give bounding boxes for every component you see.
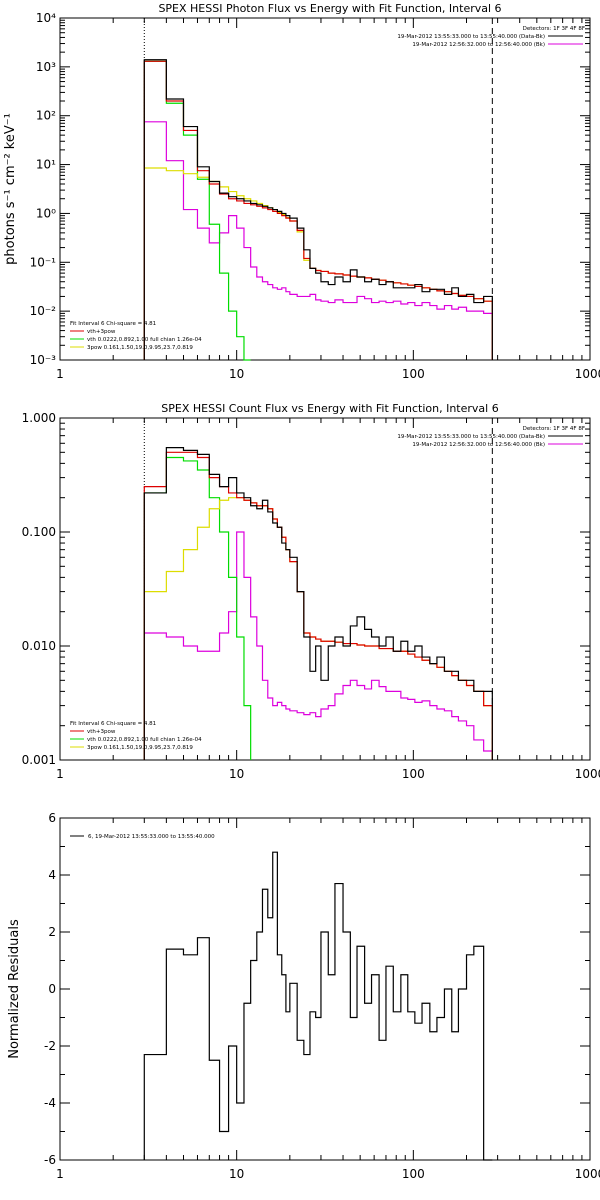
y-tick-label: 0.010 bbox=[22, 639, 56, 653]
panel-2-legend-bottom-left: Fit Interval 6 Chi-square = 4.81 vth+3po… bbox=[70, 721, 202, 751]
panel-1-legend-bottom-left: Fit Interval 6 Chi-square = 4.81 vth+3po… bbox=[70, 321, 202, 351]
series-data bbox=[143, 59, 493, 360]
x-tick-label: 10 bbox=[229, 1167, 244, 1181]
y-tick-label: 10⁻³ bbox=[30, 353, 57, 367]
panel-3-legend-text: 6, 19-Mar-2012 13:55:33.000 to 13:55:40.… bbox=[88, 834, 215, 840]
panel-2-legend-data-bk: 19-Mar-2012 13:55:33.000 to 13:55:40.000… bbox=[397, 434, 545, 440]
x-tick-label: 10 bbox=[229, 767, 244, 781]
y-tick-label: 10¹ bbox=[36, 158, 56, 172]
panel-3-y-axis-label: Normalized Residuals bbox=[7, 919, 22, 1059]
x-tick-label: 10 bbox=[229, 367, 244, 381]
panel-1-legend-vth3pow: vth+3pow bbox=[87, 329, 116, 335]
y-tick-label: 10⁴ bbox=[36, 11, 56, 25]
panel-2-legend-bk: 19-Mar-2012 12:56:32.000 to 12:56:40.000… bbox=[412, 442, 545, 448]
y-tick-label: 0.001 bbox=[22, 753, 56, 767]
panel-2-legend-vth: vth 0.0222,0.892,1.00 full chian 1.26e-0… bbox=[87, 737, 202, 743]
panel-3-y-ticks: -6 -4 -2 0 2 4 6 bbox=[44, 811, 590, 1167]
panel-1-frame bbox=[59, 17, 591, 361]
panel-1-legend-detectors: Detectors: 1F 3F 4F 8F bbox=[523, 26, 585, 32]
y-tick-label: 0.100 bbox=[22, 525, 56, 539]
x-tick-label: 100 bbox=[402, 367, 425, 381]
panel-2-y-ticks: 0.001 0.010 0.100 1.000 bbox=[22, 411, 590, 767]
series-bk bbox=[143, 121, 493, 360]
panel-2-frame bbox=[59, 417, 591, 761]
panel-3-frame bbox=[59, 817, 591, 1161]
x-tick-label: 1 bbox=[56, 1167, 64, 1181]
panel-1-title: SPEX HESSI Photon Flux vs Energy with Fi… bbox=[158, 2, 501, 15]
panel-3-legend: 6, 19-Mar-2012 13:55:33.000 to 13:55:40.… bbox=[70, 834, 215, 840]
y-tick-label: -2 bbox=[44, 1039, 56, 1053]
panel-1-legend-vth: vth 0.0222,0.892,1.00 full chian 1.26e-0… bbox=[87, 337, 202, 343]
series-vth bbox=[143, 60, 251, 361]
series-3pow bbox=[143, 167, 493, 360]
panel-2-legend-fit: Fit Interval 6 Chi-square = 4.81 bbox=[70, 721, 156, 727]
series-vth-plus-3pow bbox=[143, 451, 493, 760]
series-data bbox=[143, 851, 493, 1161]
panel-count-flux: SPEX HESSI Count Flux vs Energy with Fit… bbox=[22, 402, 600, 781]
y-tick-label: -4 bbox=[44, 1096, 56, 1110]
panel-2-legend-top-right: Detectors: 1F 3F 4F 8F 19-Mar-2012 13:55… bbox=[397, 426, 585, 448]
y-tick-label: 2 bbox=[48, 925, 56, 939]
panel-2-series bbox=[143, 447, 493, 760]
panel-photon-flux: SPEX HESSI Photon Flux vs Energy with Fi… bbox=[3, 2, 600, 381]
panel-1-series bbox=[143, 59, 493, 361]
y-tick-label: 10⁻¹ bbox=[30, 255, 57, 269]
panel-1-legend-3pow: 3pow 0.161,1.50,19.0,9.95,23.7,0.819 bbox=[87, 345, 193, 351]
x-tick-label: 1 bbox=[56, 767, 64, 781]
panel-1-legend-fit: Fit Interval 6 Chi-square = 4.81 bbox=[70, 321, 156, 327]
panel-1-legend-top-right: Detectors: 1F 3F 4F 8F 19-Mar-2012 13:55… bbox=[397, 26, 585, 48]
y-tick-label: 10³ bbox=[36, 60, 56, 74]
y-tick-label: 10² bbox=[36, 109, 56, 123]
x-tick-label: 100 bbox=[402, 767, 425, 781]
y-tick-label: 1.000 bbox=[22, 411, 56, 425]
y-tick-label: -6 bbox=[44, 1153, 56, 1167]
panel-2-title: SPEX HESSI Count Flux vs Energy with Fit… bbox=[161, 402, 498, 415]
y-tick-label: 10⁻² bbox=[30, 304, 57, 318]
panel-1-y-ticks: 10⁻³ 10⁻² 10⁻¹ 10⁰ 10¹ 10² 10³ 10⁴ bbox=[30, 11, 590, 367]
x-tick-label: 1 bbox=[56, 367, 64, 381]
panel-2-legend-detectors: Detectors: 1F 3F 4F 8F bbox=[523, 426, 585, 432]
panel-1-legend-bk: 19-Mar-2012 12:56:32.000 to 12:56:40.000… bbox=[412, 42, 545, 48]
panel-1-y-axis-label: photons s⁻¹ cm⁻² keV⁻¹ bbox=[3, 113, 18, 265]
series-data bbox=[143, 447, 493, 760]
x-tick-label: 100 bbox=[402, 1167, 425, 1181]
y-tick-label: 4 bbox=[48, 868, 56, 882]
panel-1-legend-data-bk: 19-Mar-2012 13:55:33.000 to 13:55:40.000… bbox=[397, 34, 545, 40]
y-tick-label: 6 bbox=[48, 811, 56, 825]
y-tick-label: 0 bbox=[48, 982, 56, 996]
panel-2-legend-3pow: 3pow 0.161,1.50,19.0,9.95,23.7,0.819 bbox=[87, 745, 193, 751]
series-vth-plus-3pow bbox=[143, 60, 493, 360]
series-bk bbox=[143, 531, 493, 760]
series-vth bbox=[143, 456, 252, 760]
y-tick-label: 10⁰ bbox=[36, 206, 56, 220]
series-3pow bbox=[143, 497, 493, 760]
panel-2-legend-vth3pow: vth+3pow bbox=[87, 729, 116, 735]
panel-3-series bbox=[143, 851, 493, 1161]
